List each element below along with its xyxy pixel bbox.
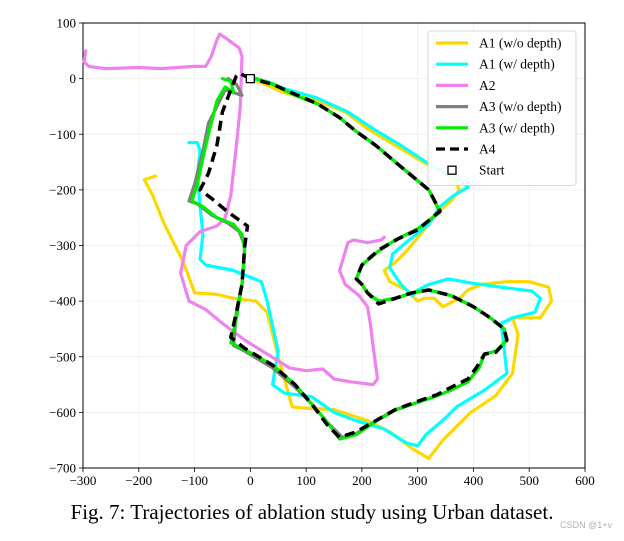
figure-caption: Fig. 7: Trajectories of ablation study u… — [70, 500, 554, 524]
legend-swatch — [447, 165, 457, 175]
y-tick-label: 100 — [57, 16, 77, 31]
x-tick-label: 100 — [296, 473, 316, 488]
x-tick-label: −100 — [181, 473, 208, 488]
legend-label: A3 (w/ depth) — [479, 120, 555, 135]
y-tick-label: −300 — [49, 238, 76, 253]
y-tick-label: 0 — [70, 71, 77, 86]
series-line-a2 — [82, 32, 386, 387]
series-line-a1-w-o-depth- — [142, 77, 554, 461]
series-line-a3-w-depth- — [190, 74, 509, 441]
legend-box — [427, 30, 577, 186]
x-tick-label: 300 — [408, 473, 428, 488]
legend-label: A1 (w/ depth) — [479, 57, 555, 72]
x-tick-label: 0 — [247, 473, 254, 488]
x-tick-label: 200 — [352, 473, 372, 488]
x-tick-label: 600 — [575, 473, 595, 488]
trajectory-chart: −300 −200 −100 0 100 200 300 400 500 600 100 0 −100 −… — [49, 16, 595, 489]
y-tick-label: −100 — [49, 127, 76, 142]
y-tick-label: −700 — [49, 461, 76, 476]
legend-label: A2 — [479, 78, 496, 93]
legend-label: A3 (w/o depth) — [479, 99, 561, 114]
legend-label: A4 — [479, 142, 496, 157]
y-tick-label: −200 — [49, 182, 76, 197]
y-tick-label: −600 — [49, 405, 76, 420]
x-tick-label: −200 — [125, 473, 152, 488]
y-tick-label: −400 — [49, 294, 76, 309]
watermark: CSDN @1+v — [560, 520, 612, 530]
start-marker — [245, 73, 255, 84]
x-tick-label: 500 — [519, 473, 539, 488]
x-tick-label: −300 — [70, 473, 97, 488]
y-tick-label: −500 — [49, 349, 76, 364]
legend-label: Start — [479, 163, 505, 178]
legend-label: A1 (w/o depth) — [479, 36, 561, 51]
series-line-a4 — [198, 71, 509, 440]
x-tick-label: 400 — [464, 473, 484, 488]
